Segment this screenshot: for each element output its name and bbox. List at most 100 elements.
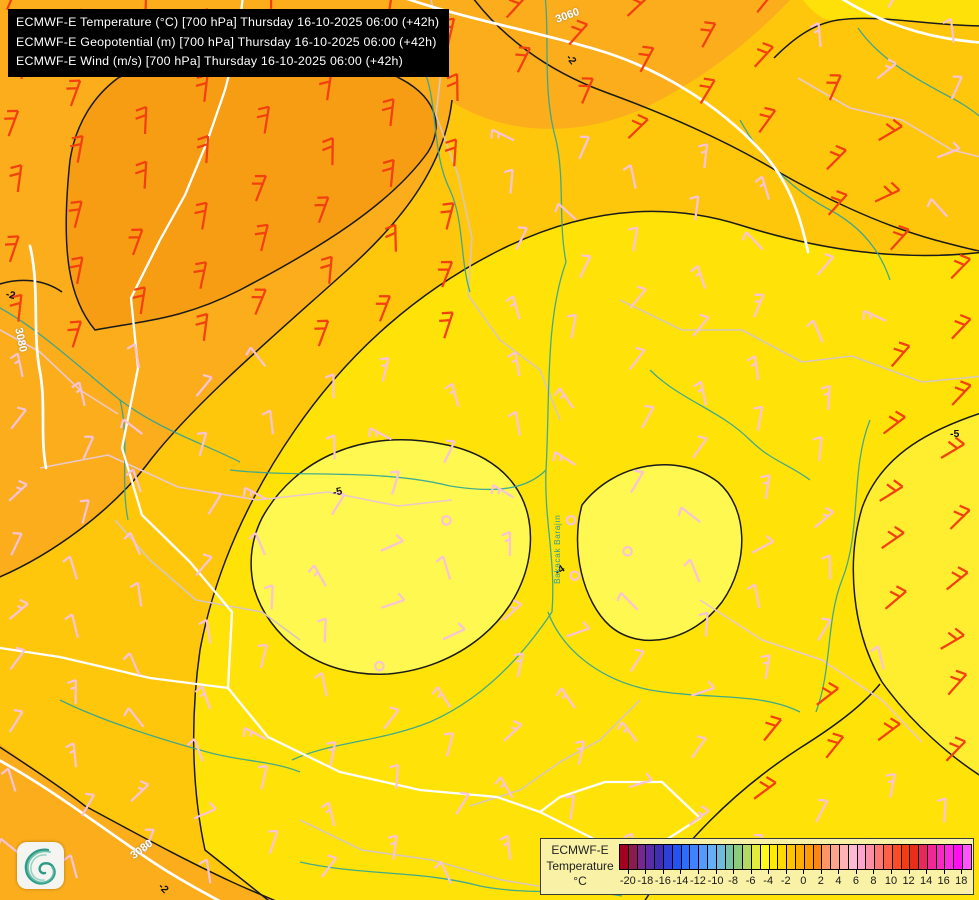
legend-tick — [803, 870, 805, 874]
legend-color-segment — [822, 845, 832, 869]
wind-barb — [566, 620, 590, 638]
legend-color-segment — [963, 845, 971, 869]
wind-barb — [251, 288, 267, 316]
legend-tick — [943, 870, 945, 874]
geopotential-contour — [841, 0, 979, 44]
wind-barb — [132, 286, 147, 315]
wind-barb — [499, 834, 512, 860]
wind-barb — [196, 135, 210, 164]
wind-barb — [326, 740, 337, 766]
geopotential-contour-3060 — [406, 0, 810, 254]
wind-barb — [950, 75, 963, 100]
wind-barb — [379, 356, 390, 382]
wind-barb — [257, 643, 268, 669]
legend-color-segment — [857, 845, 867, 869]
legend-color-segment — [945, 845, 955, 869]
wind-barb — [940, 627, 965, 650]
wind-barb — [826, 144, 847, 171]
wind-barb — [825, 732, 845, 759]
wind-barb — [66, 79, 82, 107]
legend-tick — [627, 870, 629, 874]
wind-barb — [515, 226, 528, 251]
wind-barb — [578, 254, 592, 279]
wind-barb — [826, 74, 842, 101]
contour-temp — [0, 99, 453, 578]
wind-barb — [144, 0, 148, 10]
wind-barb — [616, 592, 639, 611]
wind-barb — [257, 764, 268, 790]
wind-barb — [746, 355, 760, 381]
wind-barb — [251, 174, 267, 202]
legend-tick — [750, 870, 752, 874]
wind-barb — [628, 772, 653, 789]
legend-color-segment — [725, 845, 735, 869]
wind-barb — [194, 685, 212, 710]
wind-barb — [626, 0, 647, 17]
wind-barb — [505, 0, 525, 19]
legend-color-segment — [919, 845, 928, 869]
wind-barb — [501, 530, 512, 557]
legend-color-segment — [699, 845, 708, 869]
wind-barb — [387, 0, 393, 14]
wind-barb — [884, 585, 907, 610]
wind-barb — [8, 598, 29, 621]
wind-barb — [66, 678, 77, 704]
legend-tick-label: -16 — [654, 875, 671, 887]
wind-barb — [79, 499, 90, 524]
wind-barb — [688, 805, 710, 826]
river — [545, 261, 567, 613]
legend-tick-label: -2 — [780, 875, 791, 887]
legend-tick-label: -18 — [637, 875, 654, 887]
wind-barb — [268, 829, 279, 855]
wind-barb — [683, 558, 701, 583]
wind-barb — [503, 719, 523, 742]
admin-border — [699, 599, 923, 743]
wind-barb — [698, 611, 709, 637]
legend-color-segment — [690, 845, 700, 869]
wind-barb — [947, 669, 968, 696]
legend-tick-label: -10 — [707, 875, 724, 887]
wind-barb — [574, 740, 586, 765]
wind-barb — [638, 45, 655, 73]
wind-barb — [186, 738, 204, 762]
wind-barb — [881, 525, 905, 550]
legend-color-segment — [637, 845, 647, 869]
wind-barb — [942, 17, 955, 43]
wind-barb — [330, 491, 346, 516]
legend-color-segment — [778, 845, 788, 869]
calm-wind-symbol — [622, 545, 633, 557]
wind-barb — [128, 228, 144, 256]
legend-tick-label: -4 — [763, 875, 774, 887]
wind-barb — [126, 343, 141, 368]
wind-barb — [949, 504, 971, 530]
wind-barb — [62, 555, 78, 580]
wind-barb — [490, 484, 515, 499]
legend-color-segment — [628, 845, 638, 869]
river — [419, 59, 471, 293]
wind-barb — [629, 285, 647, 309]
legend-color-segment — [901, 845, 911, 869]
wind-barb — [677, 506, 701, 523]
wind-barb — [64, 613, 79, 638]
wind-barb — [885, 772, 896, 798]
wind-barb — [324, 373, 335, 399]
wind-barb — [874, 181, 901, 203]
calm-wind-symbol — [441, 515, 452, 526]
wind-barb — [381, 592, 406, 609]
wind-barb — [505, 295, 521, 320]
admin-border — [797, 77, 979, 158]
map-title-block: ECMWF-E Temperature (°C) [700 hPa] Thurs… — [8, 9, 450, 77]
legend-color-segment — [936, 845, 946, 869]
legend-tick-label: 6 — [852, 875, 859, 887]
wind-barb — [381, 98, 395, 127]
legend-tick-label: 8 — [870, 875, 877, 887]
wind-barb — [70, 134, 84, 163]
contour-temp — [473, 0, 979, 252]
wind-barb — [383, 706, 400, 730]
wind-barb — [628, 226, 639, 252]
title-wind: ECMWF-E Wind (m/s) [700 hPa] Thursday 16… — [16, 54, 403, 68]
wind-barb — [555, 687, 576, 709]
wind-barb — [691, 435, 708, 459]
